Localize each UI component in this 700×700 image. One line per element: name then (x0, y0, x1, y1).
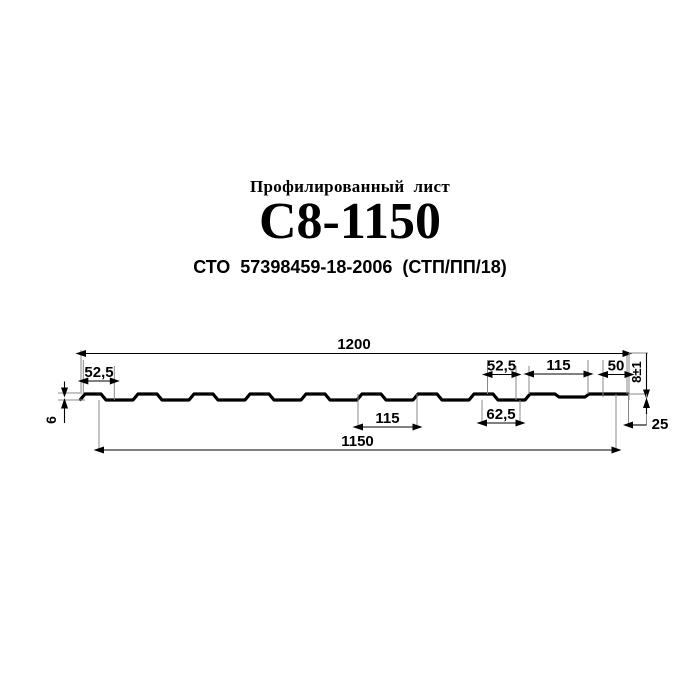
svg-text:1150: 1150 (341, 433, 374, 450)
svg-text:52,5: 52,5 (84, 364, 113, 381)
svg-text:50: 50 (608, 358, 625, 375)
svg-text:1200: 1200 (337, 336, 370, 353)
svg-text:6: 6 (43, 416, 59, 424)
svg-text:115: 115 (375, 410, 399, 427)
svg-text:52,5: 52,5 (487, 358, 516, 375)
svg-text:8±1: 8±1 (629, 361, 644, 383)
svg-text:25: 25 (652, 416, 669, 433)
svg-text:62,5: 62,5 (486, 406, 515, 423)
svg-text:115: 115 (546, 357, 570, 374)
